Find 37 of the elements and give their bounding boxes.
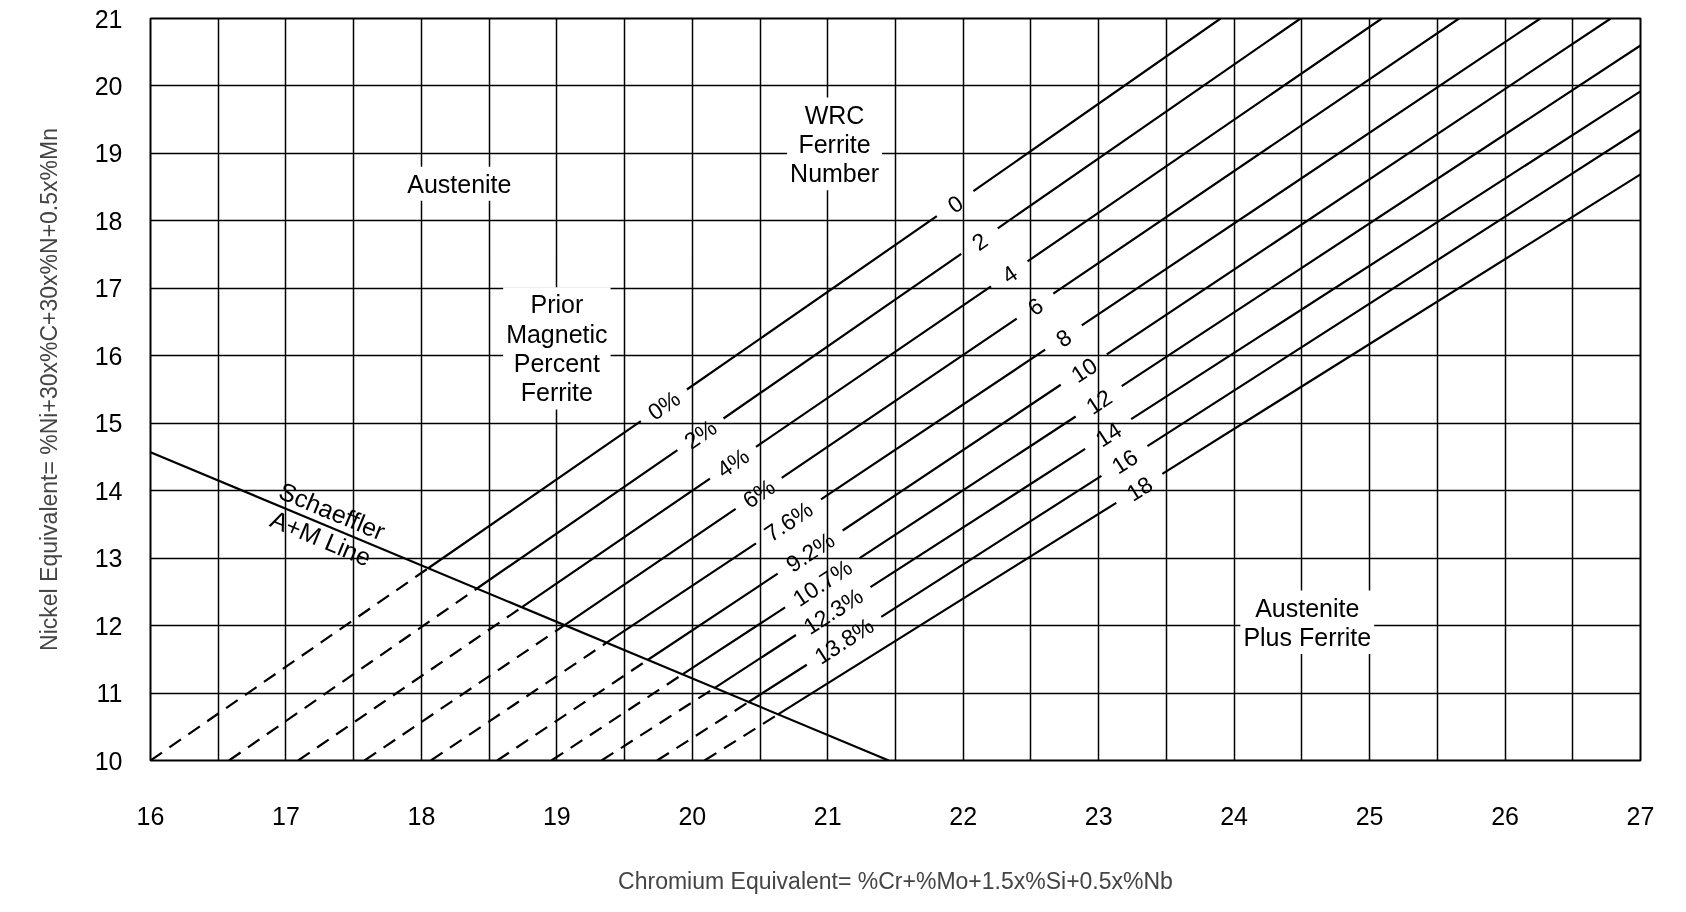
annotation: 10	[1066, 352, 1102, 388]
annotation: 8	[1051, 323, 1077, 353]
y-tick-label: 18	[94, 206, 123, 235]
x-tick-label: 23	[1084, 801, 1113, 830]
x-tick-label: 20	[678, 801, 707, 830]
y-tick-label: 15	[94, 409, 123, 438]
y-tick-label: 19	[94, 139, 123, 168]
annotation: Austenite	[407, 169, 512, 198]
x-tick-label: 17	[272, 801, 300, 830]
x-axis-title: Chromium Equivalent= %Cr+%Mo+1.5x%Si+0.5x%Nb	[618, 867, 1173, 894]
x-tick-label: 21	[813, 801, 842, 830]
annotation: 4%	[711, 442, 755, 483]
x-tick-label: 19	[542, 801, 571, 830]
annotation: Austenite Plus Ferrite	[1243, 593, 1372, 651]
annotation: 4	[996, 259, 1023, 289]
y-tick-label: 21	[94, 4, 123, 33]
x-tick-label: 25	[1355, 801, 1384, 830]
y-tick-label: 10	[94, 746, 123, 775]
x-tick-label: 26	[1491, 801, 1519, 830]
annotation: Prior Magnetic Percent Ferrite	[506, 290, 608, 407]
y-tick-label: 17	[94, 274, 123, 303]
annotation: WRC Ferrite Number	[790, 100, 880, 188]
annotation: 0%	[642, 385, 685, 426]
x-tick-label: 22	[949, 801, 978, 830]
x-tick-label: 18	[407, 801, 436, 830]
y-tick-label: 14	[94, 476, 123, 505]
x-tick-label: 27	[1626, 801, 1655, 830]
y-tick-label: 16	[94, 341, 123, 370]
y-tick-label: 11	[96, 679, 123, 708]
x-tick-label: 24	[1220, 801, 1249, 830]
y-tick-label: 13	[94, 544, 123, 573]
annotation: 0	[942, 189, 968, 219]
y-axis-title: Nickel Equivalent= %Ni+30x%C+30x%N+0.5x%Mn	[35, 128, 62, 651]
y-tick-label: 12	[94, 611, 123, 640]
annotation: 2	[967, 227, 993, 256]
x-tick-label: 16	[136, 801, 165, 830]
y-tick-label: 20	[94, 71, 123, 100]
